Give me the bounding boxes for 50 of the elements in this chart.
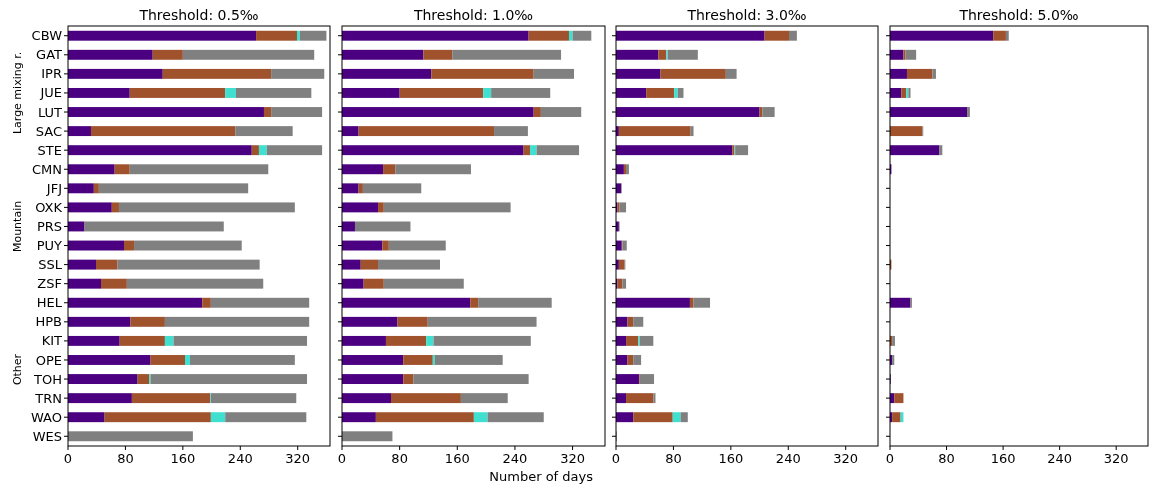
chart-title: Threshold: 5.0‰ xyxy=(958,7,1079,23)
x-tick-label: 80 xyxy=(391,451,408,466)
y-tick-label: OPE xyxy=(35,352,62,368)
x-axis-title: Number of days xyxy=(489,469,594,484)
x-tick-label: 160 xyxy=(990,451,1016,466)
y-tick-label: JUE xyxy=(39,85,62,101)
y-tick-label: SAC xyxy=(35,123,62,139)
y-tick-label: TOH xyxy=(33,371,62,387)
y-tick-label: HEL xyxy=(36,295,63,311)
chart-title: Threshold: 1.0‰ xyxy=(412,7,534,23)
y-tick-label: OXK xyxy=(35,199,63,215)
x-tick-label: 80 xyxy=(938,451,955,466)
x-tick-label: 240 xyxy=(227,451,253,466)
x-tick-label: 240 xyxy=(775,451,801,466)
y-tick-label: HPB xyxy=(35,314,62,330)
x-tick-label: 80 xyxy=(665,451,682,466)
x-tick-label: 320 xyxy=(833,451,859,466)
y-tick-label: KIT xyxy=(41,333,63,349)
x-tick-label: 240 xyxy=(1047,451,1073,466)
x-tick-label: 240 xyxy=(502,451,528,466)
x-tick-label: 80 xyxy=(117,451,134,466)
y-tick-label: PUY xyxy=(36,238,63,254)
y-tick-label: WES xyxy=(32,428,62,444)
text: Other xyxy=(10,353,24,386)
x-tick-label: 0 xyxy=(885,451,895,466)
y-tick-label: LUT xyxy=(37,104,63,120)
x-tick-label: 0 xyxy=(337,451,347,466)
x-tick-label: 320 xyxy=(1103,451,1129,466)
y-tick-label: ZSF xyxy=(37,276,62,292)
x-tick-label: 160 xyxy=(170,451,196,466)
x-tick-label: 160 xyxy=(444,451,470,466)
y-tick-label: IPR xyxy=(41,66,62,82)
y-tick-label: PRS xyxy=(36,219,62,235)
x-tick-label: 320 xyxy=(560,451,585,466)
x-tick-label: 0 xyxy=(63,451,73,466)
text: Mountain xyxy=(10,200,24,253)
y-tick-label: WAO xyxy=(30,409,62,425)
y-tick-label: CMN xyxy=(31,161,62,177)
y-tick-label: STE xyxy=(37,142,62,158)
x-tick-label: 320 xyxy=(285,451,311,466)
x-tick-label: 160 xyxy=(718,451,744,466)
y-tick-label: CBW xyxy=(31,28,63,44)
y-tick-label: GAT xyxy=(36,47,63,63)
x-tick-label: 0 xyxy=(611,451,621,466)
text: Large mixing r. xyxy=(10,51,24,135)
y-tick-label: TRN xyxy=(34,390,62,406)
chart-title: Threshold: 3.0‰ xyxy=(686,7,807,23)
y-tick-label: SSL xyxy=(38,257,63,273)
y-tick-label: JFJ xyxy=(45,180,62,196)
chart-title: Threshold: 0.5‰ xyxy=(138,7,259,23)
